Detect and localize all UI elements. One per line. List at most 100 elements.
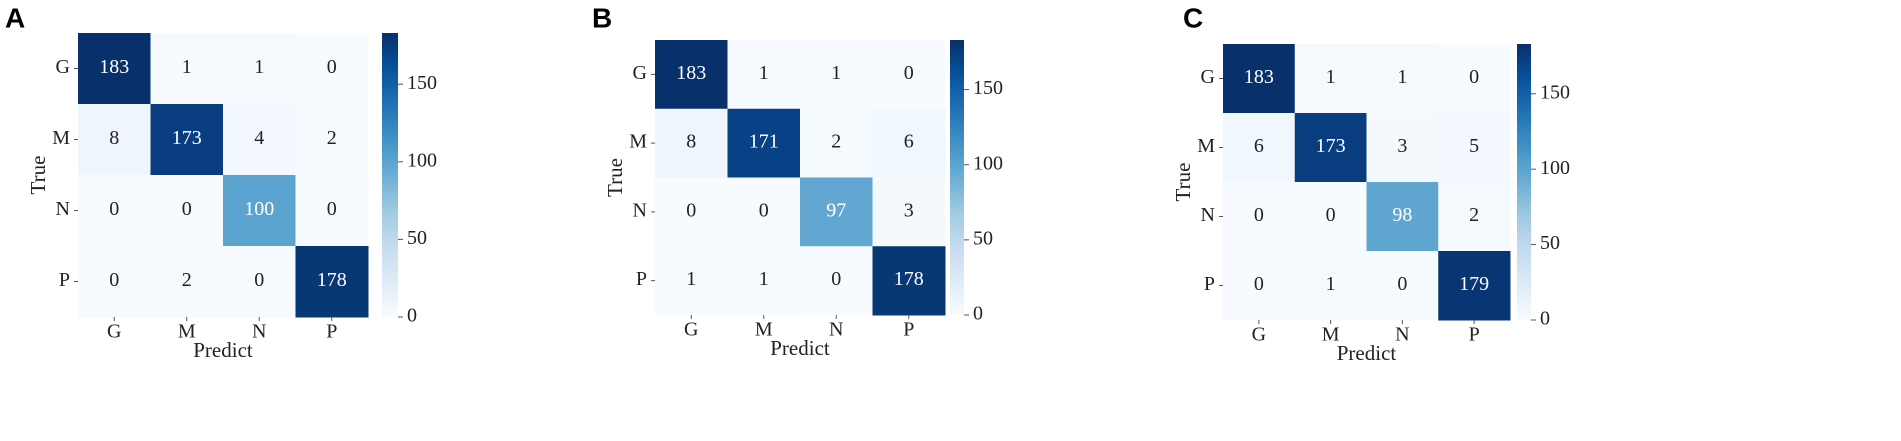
y-tick-label: M <box>629 131 647 153</box>
cell <box>872 246 946 316</box>
cell-label: 0 <box>182 198 192 220</box>
x-axis-label: Predict <box>770 336 830 360</box>
colorbar-tick-label: 50 <box>407 227 427 249</box>
cell-label: 0 <box>109 269 119 291</box>
cell <box>150 104 224 176</box>
cell-label: 1 <box>182 56 192 78</box>
y-tick-label: M <box>1197 135 1215 157</box>
y-tick-label: G <box>1201 66 1215 88</box>
cell <box>1438 182 1511 252</box>
x-tick-label: G <box>107 321 121 343</box>
cell-label: 183 <box>99 56 129 78</box>
cell <box>655 40 728 110</box>
y-tick-label: P <box>1204 273 1215 295</box>
cell <box>800 246 873 316</box>
cell-label: 178 <box>894 268 924 290</box>
cell-label: 183 <box>1244 66 1274 88</box>
x-tick-label: P <box>1469 324 1480 346</box>
cell <box>800 177 873 247</box>
cell <box>295 33 369 105</box>
cell <box>78 175 151 247</box>
cell-label: 6 <box>904 131 914 153</box>
colorbar-tick-label: 100 <box>1540 157 1570 179</box>
colorbar-tick-label: 0 <box>973 303 983 325</box>
cell <box>1438 113 1511 183</box>
cell-label: 1 <box>759 62 769 84</box>
colorbar-tick-label: 150 <box>973 77 1003 99</box>
cell-label: 0 <box>1254 273 1264 295</box>
cell-label: 179 <box>1459 273 1489 295</box>
x-axis-label: Predict <box>1337 341 1397 365</box>
colorbar-tick-label: 100 <box>973 152 1003 174</box>
cell <box>727 177 801 247</box>
x-tick-label: G <box>1252 324 1266 346</box>
cell <box>78 246 151 318</box>
colorbar-tick-label: 0 <box>407 305 417 327</box>
cell-label: 0 <box>1469 66 1479 88</box>
cell <box>1366 113 1439 183</box>
cell-label: 0 <box>109 198 119 220</box>
cell-label: 2 <box>182 269 192 291</box>
cell-label: 8 <box>109 127 119 149</box>
cell-label: 0 <box>327 198 337 220</box>
cell-label: 178 <box>317 269 347 291</box>
cell <box>800 108 873 178</box>
cell-label: 0 <box>1326 204 1336 226</box>
cell-label: 2 <box>831 131 841 153</box>
cell <box>1294 182 1367 252</box>
cell-label: 1 <box>254 56 264 78</box>
y-axis-label: True <box>1171 163 1195 202</box>
cell <box>295 104 369 176</box>
colorbar <box>950 40 964 315</box>
cell <box>655 177 728 247</box>
cell-label: 2 <box>1469 204 1479 226</box>
cell <box>1223 251 1296 321</box>
cell <box>223 33 296 105</box>
cell <box>78 104 151 176</box>
cell <box>1294 251 1367 321</box>
cell <box>150 33 224 105</box>
cell-label: 0 <box>759 199 769 221</box>
colorbar-tick-label: 150 <box>407 72 437 94</box>
cell <box>727 108 801 178</box>
cell-label: 1 <box>1397 66 1407 88</box>
cell-label: 1 <box>1326 66 1336 88</box>
cell-label: 5 <box>1469 135 1479 157</box>
cell <box>1223 182 1296 252</box>
cell <box>223 246 296 318</box>
cell-label: 0 <box>831 268 841 290</box>
cell-label: 183 <box>676 62 706 84</box>
cell-label: 173 <box>1316 135 1346 157</box>
cell-label: 0 <box>686 199 696 221</box>
y-tick-label: M <box>52 127 70 149</box>
cell <box>295 175 369 247</box>
y-tick-label: G <box>56 56 70 78</box>
cell-label: 1 <box>759 268 769 290</box>
cell-label: 0 <box>254 269 264 291</box>
cell-label: 0 <box>1254 204 1264 226</box>
cell-label: 1 <box>686 268 696 290</box>
y-axis-label: True <box>603 158 627 197</box>
colorbar-tick-label: 0 <box>1540 308 1550 330</box>
colorbar <box>382 33 398 317</box>
cell <box>295 246 369 318</box>
colorbar-tick-label: 50 <box>1540 232 1560 254</box>
cell <box>800 40 873 110</box>
x-tick-label: N <box>829 319 843 341</box>
cell-label: 2 <box>327 127 337 149</box>
x-axis-label: Predict <box>193 338 253 362</box>
y-tick-label: P <box>636 268 647 290</box>
cell-label: 6 <box>1254 135 1264 157</box>
cell-label: 171 <box>749 131 779 153</box>
cell <box>223 175 296 247</box>
cell <box>1294 44 1367 114</box>
cell <box>1438 251 1511 321</box>
cell <box>655 108 728 178</box>
cell-label: 1 <box>1326 273 1336 295</box>
cell-label: 0 <box>904 62 914 84</box>
cell <box>150 246 224 318</box>
cell <box>872 108 946 178</box>
cell <box>872 177 946 247</box>
colorbar-tick-label: 100 <box>407 149 437 171</box>
